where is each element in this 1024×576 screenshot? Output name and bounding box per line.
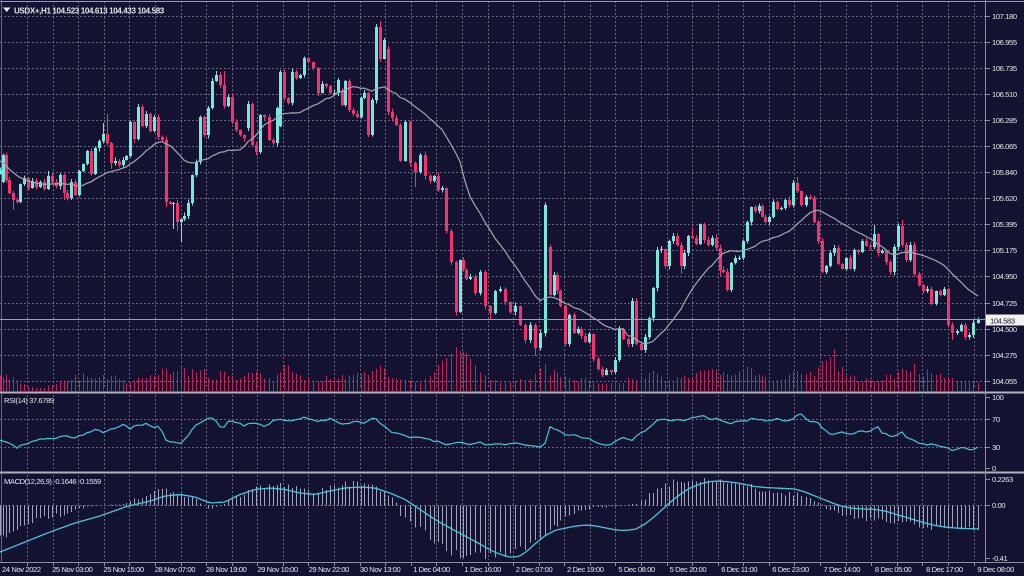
svg-text:24 Nov 2022: 24 Nov 2022	[2, 565, 41, 574]
svg-text:2 Dec 07:00: 2 Dec 07:00	[516, 565, 553, 574]
svg-text:MACD(12,26,9) -0.1646 -0.1559: MACD(12,26,9) -0.1646 -0.1559	[4, 477, 101, 486]
svg-text:1 Dec 04:00: 1 Dec 04:00	[413, 565, 450, 574]
svg-text:104.055: 104.055	[992, 377, 1017, 386]
svg-text:105.840: 105.840	[992, 168, 1017, 177]
svg-text:7 Dec 14:00: 7 Dec 14:00	[824, 565, 861, 574]
svg-text:107.180: 107.180	[992, 12, 1017, 21]
svg-text:8 Dec 17:00: 8 Dec 17:00	[926, 565, 963, 574]
svg-text:2 Dec 19:00: 2 Dec 19:00	[567, 565, 604, 574]
svg-text:104.275: 104.275	[992, 351, 1017, 360]
svg-text:RSI(14) 37.6789: RSI(14) 37.6789	[4, 396, 54, 405]
svg-text:-0.41: -0.41	[992, 554, 1007, 563]
svg-text:104.725: 104.725	[992, 299, 1017, 308]
svg-text:5 Dec 20:00: 5 Dec 20:00	[670, 565, 707, 574]
svg-text:100: 100	[992, 393, 1004, 402]
svg-text:30 Nov 13:00: 30 Nov 13:00	[360, 565, 401, 574]
svg-text:104.950: 104.950	[992, 272, 1017, 281]
svg-text:8 Dec 05:00: 8 Dec 05:00	[875, 565, 912, 574]
svg-text:5 Dec 08:00: 5 Dec 08:00	[618, 565, 655, 574]
svg-text:0.00: 0.00	[992, 501, 1005, 510]
svg-text:106.735: 106.735	[992, 64, 1017, 73]
svg-text:106.285: 106.285	[992, 116, 1017, 125]
svg-text:105.175: 105.175	[992, 246, 1017, 255]
svg-text:106.955: 106.955	[992, 38, 1017, 47]
svg-text:70: 70	[992, 415, 1000, 424]
svg-text:30: 30	[992, 443, 1000, 452]
svg-text:9 Dec 08:00: 9 Dec 08:00	[977, 565, 1014, 574]
svg-text:29 Nov 10:00: 29 Nov 10:00	[257, 565, 298, 574]
svg-text:28 Nov 07:00: 28 Nov 07:00	[155, 565, 196, 574]
svg-text:106.510: 106.510	[992, 90, 1017, 99]
svg-text:104.500: 104.500	[992, 325, 1017, 334]
svg-text:29 Nov 22:00: 29 Nov 22:00	[309, 565, 350, 574]
svg-text:6 Dec 11:00: 6 Dec 11:00	[721, 565, 757, 574]
svg-text:6 Dec 23:00: 6 Dec 23:00	[772, 565, 809, 574]
svg-text:1 Dec 16:00: 1 Dec 16:00	[464, 565, 501, 574]
svg-text:105.620: 105.620	[992, 194, 1017, 203]
svg-text:USDX+,H1 104.523 104.613 104.: USDX+,H1 104.523 104.613 104.433 104.583	[14, 7, 165, 16]
svg-text:104.583: 104.583	[990, 317, 1015, 326]
svg-text:28 Nov 19:00: 28 Nov 19:00	[206, 565, 247, 574]
svg-text:106.065: 106.065	[992, 142, 1017, 151]
svg-text:105.395: 105.395	[992, 220, 1017, 229]
svg-text:25 Nov 03:00: 25 Nov 03:00	[52, 565, 93, 574]
svg-text:25 Nov 15:00: 25 Nov 15:00	[103, 565, 144, 574]
svg-text:0.2263: 0.2263	[992, 475, 1013, 484]
svg-text:0: 0	[992, 464, 996, 473]
